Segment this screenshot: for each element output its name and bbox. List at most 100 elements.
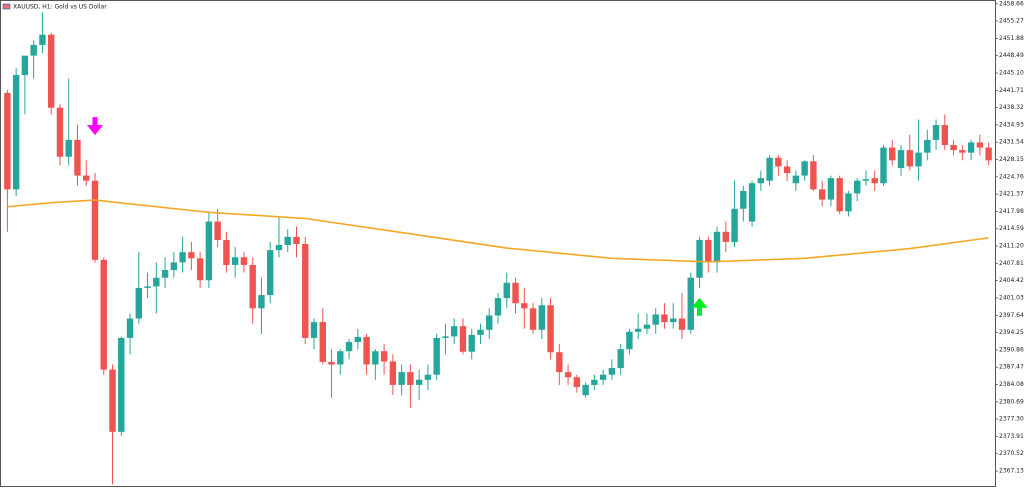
- candle-body: [39, 34, 46, 45]
- candle-body: [267, 250, 274, 296]
- candle-body: [775, 157, 782, 167]
- candle-body: [170, 262, 178, 271]
- candle-body: [670, 318, 677, 323]
- y-tick-label: 2411.20: [999, 243, 1024, 250]
- candle-body: [722, 231, 729, 242]
- candle-body: [889, 147, 896, 161]
- y-tick-label: 2414.59: [999, 225, 1024, 232]
- candle-body: [696, 239, 703, 278]
- candle-body: [827, 178, 835, 200]
- candle-body: [415, 379, 423, 385]
- candle-body: [135, 287, 142, 319]
- candle-body: [599, 374, 607, 380]
- y-tick-label: 2448.49: [999, 52, 1024, 59]
- candle-body: [854, 180, 861, 194]
- candle-body: [503, 282, 510, 299]
- candle-body: [678, 318, 686, 330]
- y-tick-label: 2438.32: [999, 104, 1024, 111]
- candle-body: [293, 236, 300, 245]
- symbol-icon: [2, 3, 11, 10]
- candle-body: [91, 180, 99, 260]
- candle-body: [74, 139, 81, 176]
- y-tick-label: 2384.08: [999, 381, 1024, 388]
- y-tick-label: 2407.81: [999, 260, 1024, 267]
- candle-body: [897, 150, 905, 168]
- candle-body: [161, 270, 169, 278]
- candle-body: [608, 368, 616, 375]
- candle-body: [661, 314, 668, 323]
- candle-body: [547, 305, 554, 353]
- candle-body: [626, 331, 633, 350]
- candle-body: [258, 295, 265, 309]
- y-tick-label: 2397.64: [999, 312, 1024, 319]
- candle-body: [47, 34, 55, 108]
- y-tick-label: 2441.71: [999, 87, 1024, 94]
- candle-body: [442, 336, 449, 338]
- candle-body: [836, 178, 843, 212]
- candle-body: [617, 349, 624, 369]
- candle-body: [634, 328, 642, 332]
- y-tick-label: 2370.52: [999, 450, 1024, 457]
- candle-body: [486, 315, 493, 330]
- candle-body: [284, 236, 291, 246]
- y-tick-label: 2455.27: [999, 18, 1024, 25]
- candle-body: [205, 221, 213, 281]
- candle-body: [179, 252, 186, 263]
- candle-body: [643, 324, 651, 329]
- candle-body: [433, 337, 440, 375]
- y-tick-label: 2367.13: [999, 468, 1024, 475]
- y-tick-label: 2424.76: [999, 173, 1024, 180]
- candle-body: [380, 351, 388, 362]
- y-tick-label: 2387.47: [999, 364, 1024, 371]
- candle-body: [950, 144, 957, 151]
- candle-body: [12, 75, 20, 190]
- candle-body: [652, 314, 659, 325]
- candle-body: [792, 175, 800, 184]
- candle-body: [538, 305, 546, 330]
- candle-body: [573, 377, 581, 387]
- candle-body: [319, 322, 326, 362]
- candle-body: [959, 150, 966, 153]
- candle-body: [223, 239, 230, 265]
- y-tick-label: 2373.91: [999, 433, 1024, 440]
- candle-body: [564, 372, 572, 378]
- candle-body: [757, 178, 765, 184]
- candle-body: [302, 244, 309, 338]
- candle-body: [21, 55, 29, 76]
- candle-body: [188, 252, 195, 259]
- candle-body: [591, 379, 598, 385]
- candle-body: [731, 208, 738, 242]
- signal-arrow: [691, 297, 708, 316]
- candle-body: [468, 334, 475, 352]
- candle-body: [240, 257, 248, 265]
- candle-body: [871, 178, 878, 184]
- candle-body: [810, 161, 817, 190]
- candle-body: [521, 303, 528, 309]
- candle-body: [249, 264, 256, 309]
- candle-body: [845, 193, 852, 212]
- candle-body: [924, 139, 931, 153]
- candle-body: [144, 286, 151, 288]
- candle-body: [354, 336, 362, 343]
- candle-body: [30, 44, 37, 56]
- candle-body: [372, 351, 379, 365]
- candle-body: [407, 372, 414, 385]
- y-tick-label: 2431.54: [999, 139, 1024, 146]
- y-tick-label: 2421.37: [999, 191, 1024, 198]
- candle-body: [687, 277, 694, 330]
- candle-body: [100, 259, 107, 370]
- candle-body: [424, 374, 432, 380]
- candle-body: [976, 142, 984, 148]
- candle-body: [941, 125, 949, 145]
- candle-body: [556, 352, 563, 373]
- candle-body: [337, 351, 344, 365]
- plot-frame: [0, 0, 996, 487]
- y-tick-label: 2451.88: [999, 35, 1024, 42]
- y-tick-label: 2377.30: [999, 416, 1024, 423]
- candle-body: [196, 258, 204, 281]
- candle-body: [880, 147, 887, 184]
- candle-body: [494, 298, 502, 316]
- candle-body: [915, 152, 922, 167]
- candle-body: [363, 336, 370, 365]
